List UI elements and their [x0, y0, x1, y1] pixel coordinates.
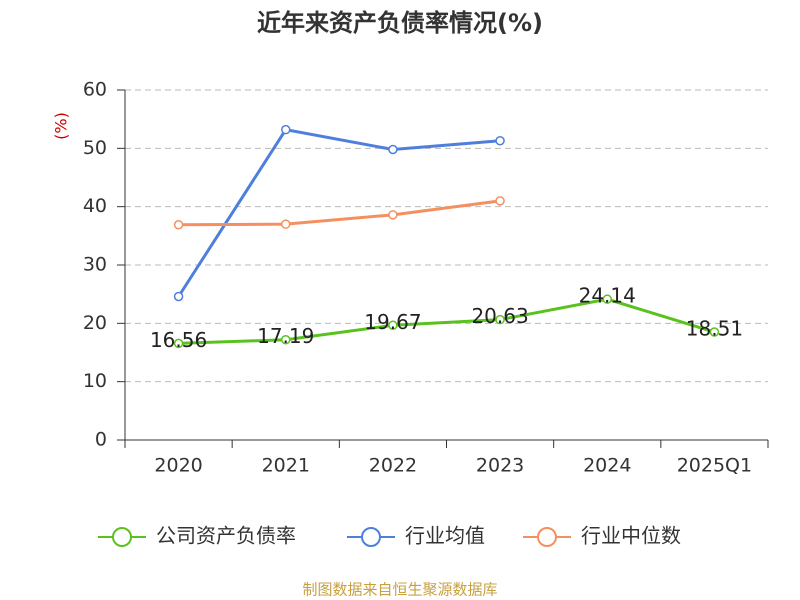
y-tick-label: 40 [83, 195, 107, 217]
data-point [281, 334, 291, 345]
y-tick-label: 10 [83, 370, 107, 392]
data-label: 20.63 [471, 304, 528, 328]
data-point [388, 210, 398, 220]
series-line [177, 128, 501, 298]
data-label: 17.19 [257, 324, 314, 348]
legend-label: 公司资产负债率 [156, 524, 296, 548]
series-line [178, 199, 501, 227]
data-point [602, 294, 612, 304]
source-note: 制图数据来自恒生聚源数据库 [302, 581, 497, 599]
data-point [709, 327, 720, 337]
x-tick-label: 2021 [262, 455, 310, 477]
y-tick-label: 20 [83, 312, 107, 334]
y-tick-label: 60 [83, 79, 107, 101]
x-tick-label: 2025Q1 [677, 455, 752, 477]
data-point [173, 338, 184, 349]
legend-label: 行业均值 [405, 524, 485, 548]
x-tick-label: 2023 [476, 455, 524, 477]
data-point [495, 196, 505, 206]
chart-title: 近年来资产负债率情况(%) [257, 9, 543, 37]
y-tick-label: 0 [95, 429, 107, 451]
series-line [178, 297, 715, 345]
legend-marker [112, 527, 132, 547]
data-point [281, 124, 291, 135]
data-label: 16.56 [150, 328, 207, 352]
x-tick-label: 2024 [583, 455, 631, 477]
data-label: 18.51 [686, 317, 743, 341]
x-tick-label: 2020 [154, 455, 202, 477]
legend-marker [361, 527, 381, 547]
data-point [388, 320, 398, 331]
data-point [173, 220, 184, 230]
y-axis-label: (%) [52, 112, 71, 140]
data-label: 19.67 [364, 310, 421, 334]
data-point [388, 144, 398, 155]
data-point [173, 291, 184, 302]
data-point [281, 219, 291, 229]
legend-marker [537, 527, 557, 547]
data-label: 24.14 [579, 284, 636, 308]
data-point [495, 136, 505, 146]
y-tick-label: 30 [83, 254, 107, 276]
legend-label: 行业中位数 [581, 524, 681, 548]
data-point [495, 314, 505, 325]
y-tick-label: 50 [83, 137, 107, 159]
x-tick-label: 2022 [369, 455, 417, 477]
